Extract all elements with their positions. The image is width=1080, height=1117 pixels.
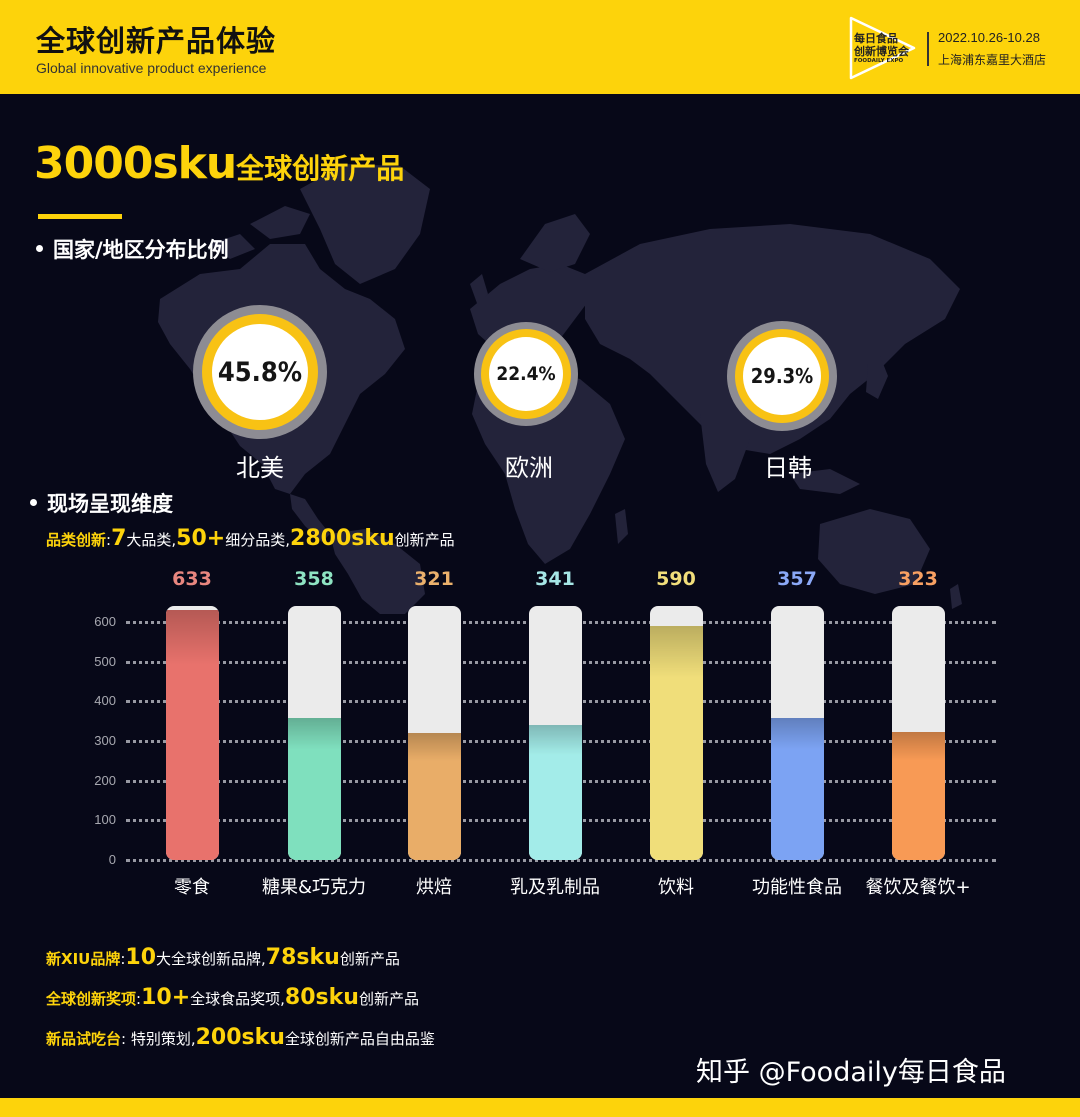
bullet-icon	[36, 244, 43, 252]
info-line-awards: 全球创新奖项:10+全球食品奖项,80sku创新产品	[46, 985, 419, 1010]
region-percent: 22.4%	[489, 337, 563, 411]
headline-underline	[38, 214, 122, 219]
info-line-tasting: 新品试吃台: 特别策划,200sku全球创新产品自由品鉴	[46, 1025, 435, 1050]
region-percent: 29.3%	[743, 337, 821, 415]
region-bubble-north-america: 45.8%	[193, 305, 327, 439]
logo-line1: 每日食品	[854, 32, 898, 45]
bar-value-label: 323	[898, 568, 938, 590]
play-triangle-icon	[849, 16, 916, 80]
bar-fill	[770, 718, 824, 860]
bar-fill	[287, 717, 341, 860]
section-title: 国家/地区分布比例	[53, 238, 229, 262]
y-axis-tick: 0	[108, 852, 116, 867]
y-axis-tick: 600	[94, 613, 116, 629]
bar-track	[287, 606, 341, 860]
bar-fill	[165, 610, 219, 860]
region-bubble-europe: 22.4%	[474, 322, 578, 426]
category-label: 功能性食品	[752, 877, 842, 898]
gridline	[126, 859, 996, 862]
logo-line2: 创新博览会	[854, 45, 909, 58]
category-label: 烘焙	[416, 877, 452, 898]
headline-text: 全球创新产品	[236, 152, 405, 185]
region-label: 北美	[236, 454, 284, 482]
page-title: 全球创新产品体验	[36, 24, 277, 58]
category-label: 糖果&巧克力	[261, 877, 367, 898]
event-venue: 上海浦东嘉里大酒店	[938, 53, 1047, 67]
bar-value-label: 341	[535, 568, 575, 590]
bar-track	[649, 606, 703, 860]
category-bar-chart: 0 100 200 300 400 500 600 633 零食 358 糖果&巧克力 321 烘焙 34…	[0, 560, 1080, 900]
header-banner: 全球创新产品体验 Global innovative product exper…	[0, 0, 1080, 94]
y-axis-tick: 300	[94, 732, 116, 748]
event-date: 2022.10.26-10.28	[938, 30, 1040, 45]
bar-track	[891, 606, 945, 860]
category-label: 零食	[174, 877, 210, 898]
bar-track	[407, 606, 461, 860]
headline: 3000sku全球创新产品	[34, 138, 404, 189]
section-region-distribution: 国家/地区分布比例	[36, 234, 229, 264]
y-axis-tick: 100	[94, 812, 116, 828]
footer-bar	[0, 1098, 1080, 1117]
section-onsite-dimensions: 现场呈现维度	[30, 488, 173, 518]
category-label: 饮料	[658, 877, 694, 898]
bar-value-label: 358	[294, 568, 334, 590]
bar-track	[528, 606, 582, 860]
bar-value-label: 590	[656, 568, 696, 590]
section-title: 现场呈现维度	[47, 492, 173, 516]
region-label: 欧洲	[505, 454, 553, 482]
category-label: 乳及乳制品	[510, 877, 600, 898]
page-subtitle: Global innovative product experience	[36, 60, 267, 76]
logo-line3: FOODAILY EXPO	[854, 58, 904, 64]
y-axis-tick: 400	[94, 693, 116, 709]
category-innovation-line: 品类创新:7大品类,50+细分品类,2800sku创新产品	[46, 526, 455, 551]
bar-fill	[891, 731, 945, 860]
zhihu-watermark: 知乎 @Foodaily每日食品	[696, 1057, 1006, 1088]
bar-track	[770, 606, 824, 860]
bar-fill	[649, 625, 703, 860]
bar-fill	[528, 724, 582, 860]
region-bubble-japan-korea: 29.3%	[727, 321, 837, 431]
bar-fill	[407, 732, 461, 860]
info-line-brands: 新XIU品牌:10大全球创新品牌,78sku创新产品	[46, 945, 400, 970]
y-axis-tick: 500	[94, 653, 116, 669]
region-label: 日韩	[764, 454, 812, 482]
bar-value-label: 321	[414, 568, 454, 590]
expo-logo: 每日食品 创新博览会 FOODAILY EXPO	[848, 16, 918, 80]
bar-value-label: 357	[777, 568, 817, 590]
bar-track	[165, 606, 219, 860]
headline-number: 3000sku	[34, 138, 237, 189]
category-label: 餐饮及餐饮+	[865, 877, 971, 898]
bar-value-label: 633	[172, 568, 212, 590]
header-divider	[927, 32, 929, 66]
y-axis-tick: 200	[94, 772, 116, 788]
bullet-icon	[30, 498, 37, 506]
region-percent: 45.8%	[212, 324, 308, 420]
